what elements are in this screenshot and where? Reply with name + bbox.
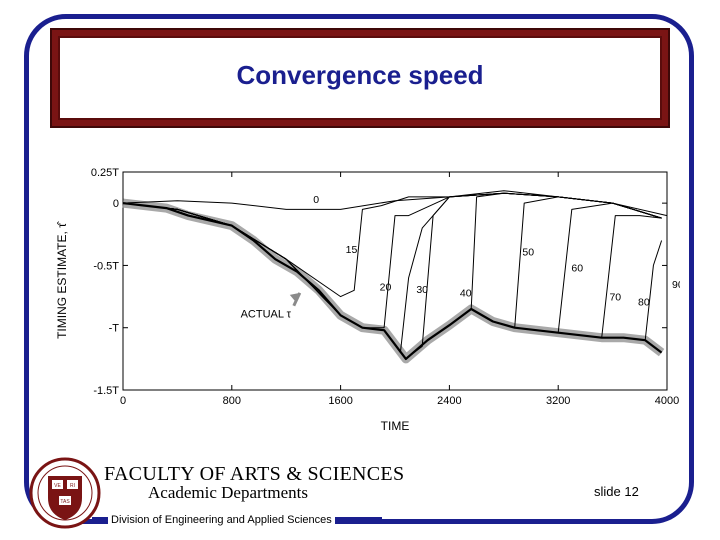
annotation-arrowhead	[289, 292, 300, 301]
actual-tau-annotation: ACTUAL τ	[241, 309, 292, 321]
x-tick-label: 800	[223, 395, 241, 407]
division-name: Division of Engineering and Applied Scie…	[108, 514, 335, 526]
timing-estimate-chart: 0 800 1600 2400 3200 40000.25T0-0.5T-T-1.5TTI…	[55, 167, 680, 433]
y-tick-label: -T	[109, 323, 120, 335]
curve-label: 80	[638, 296, 650, 308]
x-axis-label: TIME	[381, 419, 410, 433]
series-line-0	[122, 190, 668, 217]
svg-text:VE: VE	[54, 483, 61, 489]
curve-label: 90	[672, 279, 680, 291]
slide-title: Convergence speed	[236, 60, 484, 90]
svg-text:RI: RI	[70, 483, 75, 489]
y-tick-label: 0.25T	[91, 167, 119, 179]
y-axis-label: TIMING ESTIMATE, τ̂	[55, 221, 69, 339]
curve-label: 15	[346, 244, 358, 256]
x-tick-label: 4000	[655, 395, 679, 407]
plot-frame	[122, 171, 668, 391]
title-box	[58, 36, 662, 120]
x-tick-label: 0	[120, 395, 126, 407]
curve-label: 0	[313, 194, 319, 206]
x-tick-label: 2400	[437, 395, 461, 407]
y-tick-label: -1.5T	[93, 385, 119, 397]
slide-number: slide 12	[594, 484, 639, 499]
curve-label: 30	[416, 284, 428, 296]
curve-label: 50	[522, 246, 534, 258]
faculty-name: FACULTY OF ARTS & SCIENCES	[104, 463, 405, 485]
annotation-arrow	[292, 292, 302, 307]
series-line-20	[122, 192, 662, 329]
y-tick-label: 0	[113, 198, 119, 210]
series-line-90	[122, 202, 663, 360]
y-tick-label: -0.5T	[93, 260, 119, 272]
x-tick-label: 3200	[546, 395, 570, 407]
curve-label: 20	[380, 281, 392, 293]
faculty-subtitle: Academic Departments	[148, 483, 309, 502]
curve-label: 60	[571, 263, 583, 275]
curve-label: 70	[609, 291, 621, 303]
svg-text:TAS: TAS	[60, 499, 70, 505]
x-tick-label: 1600	[328, 395, 352, 407]
curve-label: 40	[460, 288, 472, 300]
harvard-shield-icon: VE RI TAS	[29, 457, 101, 529]
